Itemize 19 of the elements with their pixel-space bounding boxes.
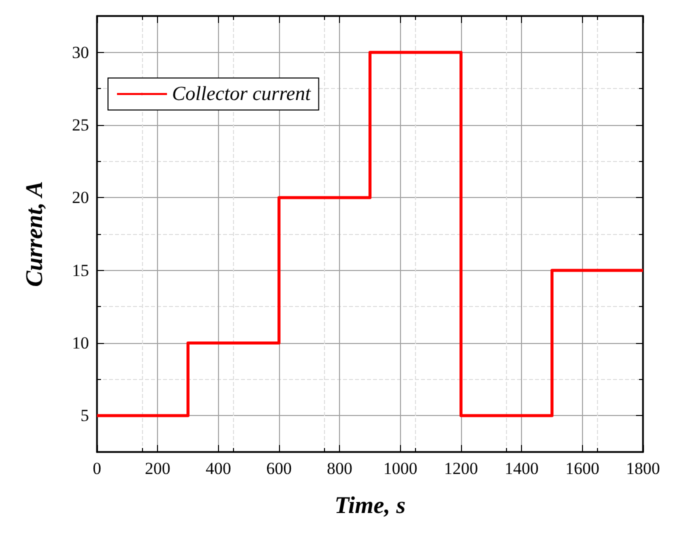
y-tick-label: 15	[72, 260, 89, 280]
x-tick-label: 1800	[626, 459, 660, 478]
x-tick-label: 1400	[504, 459, 539, 478]
x-tick-label: 1000	[383, 459, 418, 478]
x-tick-label: 0	[92, 459, 102, 478]
y-tick-label: 25	[72, 116, 89, 134]
x-tick-label: 1200	[444, 459, 478, 478]
y-tick-label: 20	[72, 188, 89, 208]
x-tick-label: 600	[266, 459, 292, 478]
x-tick-label: 800	[326, 459, 352, 478]
y-tick-label: 10	[72, 334, 89, 352]
x-tick-label: 1600	[565, 459, 600, 478]
legend-label: Collector current	[172, 83, 312, 105]
x-axis-title: Time, s	[334, 493, 406, 519]
x-tick-label: 400	[206, 459, 232, 478]
y-axis-title: Current, A	[22, 181, 48, 287]
y-tick-label: 30	[72, 42, 89, 62]
y-tick-label: 5	[80, 406, 89, 426]
x-tick-label: 200	[144, 459, 170, 478]
